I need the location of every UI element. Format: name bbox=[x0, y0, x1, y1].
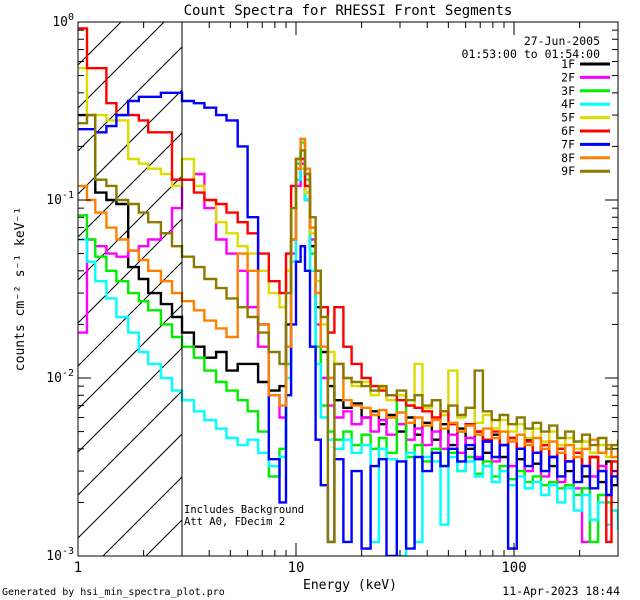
legend-label-3F: 3F bbox=[561, 84, 575, 98]
chart-title: Count Spectra for RHESSI Front Segments bbox=[184, 3, 513, 19]
series-line-2F bbox=[78, 162, 618, 544]
legend-entry-8F: 8F bbox=[561, 151, 610, 165]
hatch-line bbox=[78, 304, 182, 410]
hatch-line bbox=[78, 261, 182, 367]
y-tick-label: 10-2 bbox=[46, 368, 74, 386]
hatch-line bbox=[78, 132, 182, 238]
footer-generator: Generated by hsi_min_spectra_plot.pro bbox=[2, 587, 225, 598]
series-line-7F bbox=[78, 91, 618, 556]
series-line-8F bbox=[78, 137, 618, 459]
legend-entry-5F: 5F bbox=[561, 111, 610, 125]
legend-label-5F: 5F bbox=[561, 111, 575, 125]
legend-label-1F: 1F bbox=[561, 57, 575, 71]
hatch-line bbox=[78, 46, 182, 152]
y-tick-label: 10-1 bbox=[46, 190, 74, 208]
legend-label-9F: 9F bbox=[561, 164, 575, 178]
legend-entry-7F: 7F bbox=[561, 137, 610, 151]
legend-label-8F: 8F bbox=[561, 151, 575, 165]
legend-entry-4F: 4F bbox=[561, 97, 610, 111]
x-tick-label-10: 10 bbox=[288, 560, 305, 576]
legend-entry-6F: 6F bbox=[561, 124, 610, 138]
legend-label-7F: 7F bbox=[561, 137, 575, 151]
hatch-line bbox=[78, 89, 182, 195]
series-line-4F bbox=[78, 157, 618, 556]
series-line-5F bbox=[78, 67, 618, 462]
y-axis-title: counts cm⁻² s⁻¹ keV⁻¹ bbox=[13, 207, 28, 371]
y-tick-label: 100 bbox=[52, 12, 74, 30]
hatch-line bbox=[78, 390, 182, 496]
obs-date: 27-Jun-2005 bbox=[524, 34, 600, 48]
hatch-line bbox=[78, 433, 182, 539]
legend-label-4F: 4F bbox=[561, 97, 575, 111]
plot-frame bbox=[77, 21, 619, 557]
spectra-series bbox=[78, 27, 618, 556]
legend-entry-2F: 2F bbox=[561, 70, 610, 84]
x-axis-title: Energy (keV) bbox=[303, 578, 397, 593]
x-tick-label-100: 100 bbox=[501, 560, 526, 576]
legend-entry-1F: 1F bbox=[561, 57, 610, 71]
y-axis-tick-labels: 100 10-1 10-2 10-3 bbox=[46, 12, 74, 564]
legend-entry-9F: 9F bbox=[561, 164, 610, 178]
legend-label-6F: 6F bbox=[561, 124, 575, 138]
hatch-line bbox=[78, 218, 182, 324]
x-tick-label-1: 1 bbox=[74, 560, 82, 576]
legend-label-2F: 2F bbox=[561, 70, 575, 84]
hatch-line bbox=[78, 22, 79, 23]
obs-time-range: 01:53:00 to 01:54:00 bbox=[462, 47, 601, 61]
legend-entry-3F: 3F bbox=[561, 84, 610, 98]
hatch-line bbox=[78, 347, 182, 453]
axes-frame-and-ticks bbox=[77, 21, 619, 557]
series-line-9F bbox=[78, 113, 618, 544]
x-axis-tick-labels: 1 10 100 bbox=[74, 560, 527, 576]
annotation-background: Includes Background bbox=[184, 504, 304, 516]
footer-datetime: 11-Apr-2023 18:44 bbox=[502, 584, 620, 598]
y-tick-label: 10-3 bbox=[46, 546, 74, 564]
annotation-attenuator: Att A0, FDecim 2 bbox=[184, 516, 285, 528]
attenuator-hatch-region bbox=[78, 22, 182, 556]
